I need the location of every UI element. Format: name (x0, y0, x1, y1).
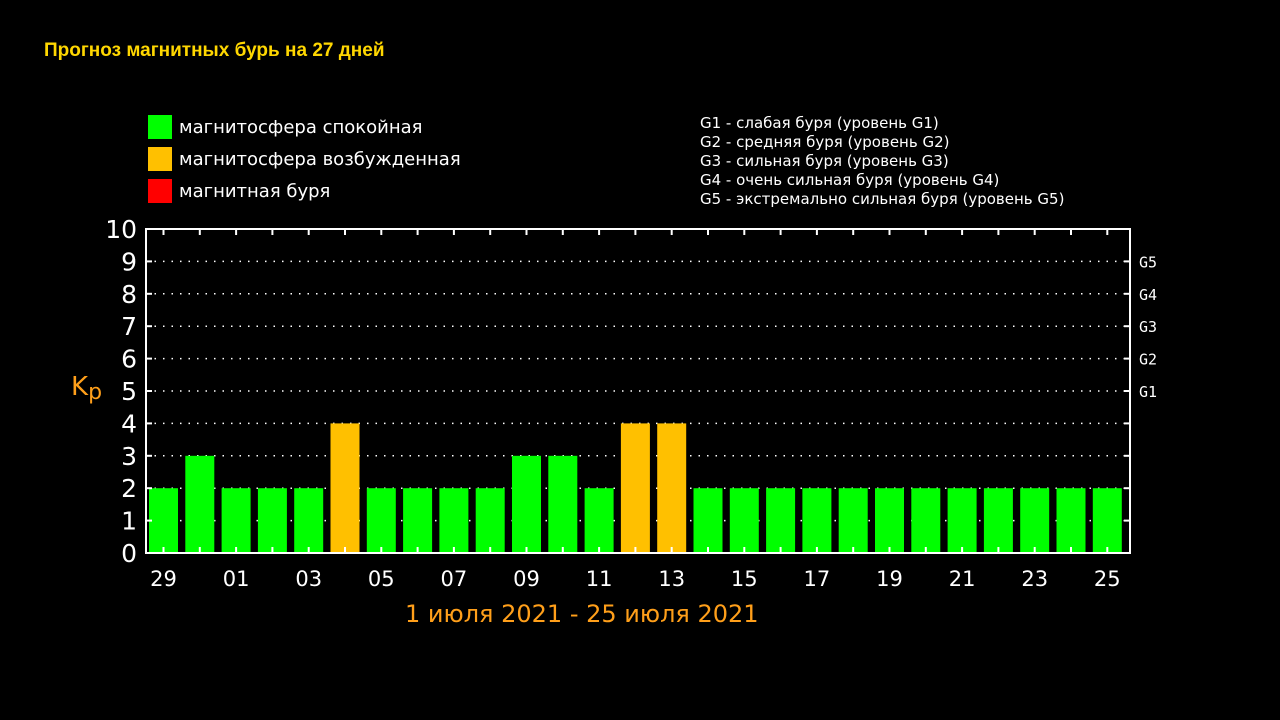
x-tick-label: 25 (1094, 567, 1121, 591)
y-tick-label: 2 (121, 474, 137, 503)
y-axis-label-main: K (71, 372, 89, 402)
bar (584, 488, 614, 553)
x-tick-label: 13 (658, 567, 685, 591)
y-axis-label-sub: p (88, 380, 103, 405)
bar (947, 488, 977, 553)
bar (439, 488, 469, 553)
x-tick-label: 21 (949, 567, 976, 591)
legend-label-calm: магнитосфера спокойная (179, 116, 423, 138)
y-tick-label: 9 (121, 247, 137, 276)
x-tick-label: 11 (586, 567, 613, 591)
bar (185, 455, 215, 553)
bar (729, 488, 759, 553)
legend-label-storm: магнитная буря (179, 180, 331, 202)
legend-item-calm: магнитосфера спокойная (148, 113, 422, 141)
x-tick-label: 23 (1021, 567, 1048, 591)
bar (366, 488, 396, 553)
legend-swatch-excited (148, 147, 172, 171)
bar (657, 423, 687, 553)
x-tick-label: 09 (513, 567, 540, 591)
g-level-label: G3 (1139, 318, 1157, 336)
storm-level-g5: G5 - экстремально сильная буря (уровень … (700, 190, 1065, 208)
x-tick-label: 07 (441, 567, 468, 591)
bar (548, 455, 578, 553)
x-tick-label: 05 (368, 567, 395, 591)
bar (294, 488, 324, 553)
g-level-label: G5 (1139, 253, 1157, 271)
bar (1092, 488, 1122, 553)
y-tick-label: 4 (121, 409, 137, 438)
legend-item-excited: магнитосфера возбужденная (148, 145, 461, 173)
y-tick-label: 0 (121, 539, 137, 568)
bar (149, 488, 178, 553)
x-tick-label: 17 (804, 567, 831, 591)
y-tick-label: 7 (121, 312, 137, 341)
storm-level-g3: G3 - сильная буря (уровень G3) (700, 152, 949, 170)
y-tick-label: 6 (121, 345, 137, 374)
bar (911, 488, 941, 553)
storm-level-g4: G4 - очень сильная буря (уровень G4) (700, 171, 1000, 189)
storm-levels-legend: G1 - слабая буря (уровень G1) G2 - средн… (700, 114, 1064, 209)
g-level-label: G2 (1139, 351, 1157, 369)
bar (838, 488, 868, 553)
y-axis-label: Kp (71, 372, 102, 405)
chart-title: Прогноз магнитных бурь на 27 дней (44, 40, 385, 61)
g-level-label: G4 (1139, 286, 1157, 304)
bar (693, 488, 723, 553)
legend-item-storm: магнитная буря (148, 177, 330, 205)
g-level-label: G1 (1139, 383, 1157, 401)
legend-label-excited: магнитосфера возбужденная (179, 148, 461, 170)
bar (1020, 488, 1050, 553)
y-tick-label: 3 (121, 442, 137, 471)
x-tick-label: 29 (150, 567, 177, 591)
legend-swatch-calm (148, 115, 172, 139)
x-tick-label: 01 (223, 567, 250, 591)
x-tick-label: 19 (876, 567, 903, 591)
y-tick-label: 8 (121, 280, 137, 309)
y-tick-label: 10 (105, 215, 137, 244)
legend-swatch-storm (148, 179, 172, 203)
bar (257, 488, 287, 553)
storm-level-g2: G2 - средняя буря (уровень G2) (700, 133, 950, 151)
bar (875, 488, 904, 553)
bar (766, 488, 796, 553)
bar (475, 488, 505, 553)
bar (802, 488, 832, 553)
bar (512, 455, 541, 553)
bar (221, 488, 251, 553)
bar (1056, 488, 1086, 553)
x-tick-label: 15 (731, 567, 758, 591)
bar (983, 488, 1013, 553)
bar (330, 423, 360, 553)
bar (403, 488, 433, 553)
x-tick-label: 03 (295, 567, 322, 591)
storm-level-g1: G1 - слабая буря (уровень G1) (700, 114, 939, 132)
x-axis-label: 1 июля 2021 - 25 июля 2021 (405, 600, 759, 628)
bar (620, 423, 650, 553)
y-tick-label: 1 (121, 507, 137, 536)
y-tick-label: 5 (121, 377, 137, 406)
